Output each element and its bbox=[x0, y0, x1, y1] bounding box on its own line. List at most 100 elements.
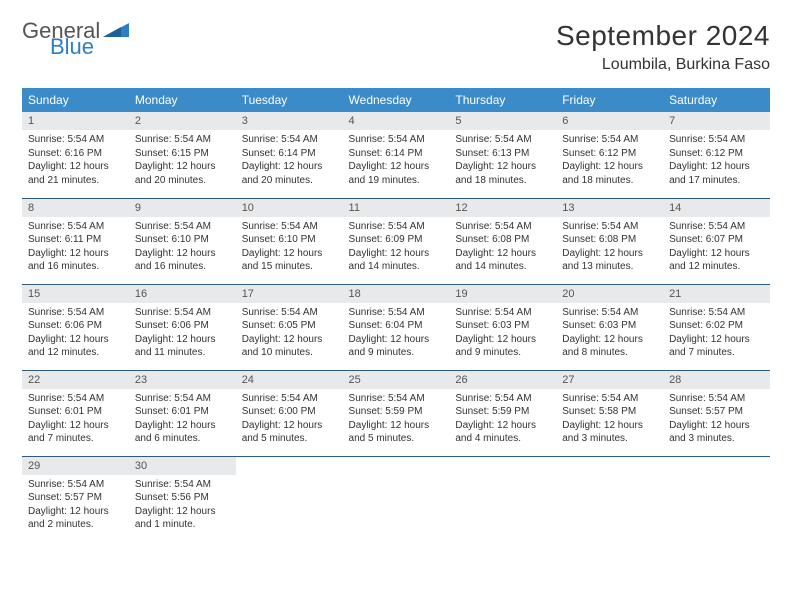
sunset-line: Sunset: 6:10 PM bbox=[135, 233, 230, 247]
sunset-line: Sunset: 5:57 PM bbox=[669, 405, 764, 419]
day-header: Sunday bbox=[22, 88, 129, 112]
day-details: Sunrise: 5:54 AMSunset: 6:08 PMDaylight:… bbox=[449, 217, 556, 280]
day-number: 29 bbox=[22, 457, 129, 475]
daylight-line1: Daylight: 12 hours bbox=[28, 333, 123, 347]
day-number: 26 bbox=[449, 371, 556, 389]
sunset-line: Sunset: 6:01 PM bbox=[28, 405, 123, 419]
day-number: 24 bbox=[236, 371, 343, 389]
day-number: 18 bbox=[343, 285, 450, 303]
sunset-line: Sunset: 6:10 PM bbox=[242, 233, 337, 247]
day-number: 23 bbox=[129, 371, 236, 389]
daylight-line1: Daylight: 12 hours bbox=[349, 419, 444, 433]
day-number: 2 bbox=[129, 112, 236, 130]
logo: General Blue bbox=[22, 20, 129, 58]
day-cell: .. bbox=[343, 456, 450, 542]
daylight-line2: and 9 minutes. bbox=[349, 346, 444, 360]
day-number: 1 bbox=[22, 112, 129, 130]
day-number: 6 bbox=[556, 112, 663, 130]
day-cell: 25Sunrise: 5:54 AMSunset: 5:59 PMDayligh… bbox=[343, 370, 450, 456]
day-cell: 2Sunrise: 5:54 AMSunset: 6:15 PMDaylight… bbox=[129, 112, 236, 198]
daylight-line1: Daylight: 12 hours bbox=[349, 247, 444, 261]
day-details: Sunrise: 5:54 AMSunset: 6:09 PMDaylight:… bbox=[343, 217, 450, 280]
day-cell: 23Sunrise: 5:54 AMSunset: 6:01 PMDayligh… bbox=[129, 370, 236, 456]
day-cell: 22Sunrise: 5:54 AMSunset: 6:01 PMDayligh… bbox=[22, 370, 129, 456]
day-header: Tuesday bbox=[236, 88, 343, 112]
day-number: 4 bbox=[343, 112, 450, 130]
day-details: Sunrise: 5:54 AMSunset: 5:57 PMDaylight:… bbox=[22, 475, 129, 538]
sunrise-line: Sunrise: 5:54 AM bbox=[28, 392, 123, 406]
day-header: Saturday bbox=[663, 88, 770, 112]
daylight-line2: and 10 minutes. bbox=[242, 346, 337, 360]
sunset-line: Sunset: 5:59 PM bbox=[349, 405, 444, 419]
sunrise-line: Sunrise: 5:54 AM bbox=[242, 392, 337, 406]
daylight-line2: and 6 minutes. bbox=[135, 432, 230, 446]
day-number: 9 bbox=[129, 199, 236, 217]
daylight-line1: Daylight: 12 hours bbox=[349, 333, 444, 347]
day-cell: 14Sunrise: 5:54 AMSunset: 6:07 PMDayligh… bbox=[663, 198, 770, 284]
day-cell: 29Sunrise: 5:54 AMSunset: 5:57 PMDayligh… bbox=[22, 456, 129, 542]
day-details: Sunrise: 5:54 AMSunset: 6:10 PMDaylight:… bbox=[129, 217, 236, 280]
day-details: Sunrise: 5:54 AMSunset: 6:00 PMDaylight:… bbox=[236, 389, 343, 452]
day-cell: 28Sunrise: 5:54 AMSunset: 5:57 PMDayligh… bbox=[663, 370, 770, 456]
sunset-line: Sunset: 5:58 PM bbox=[562, 405, 657, 419]
day-cell: 12Sunrise: 5:54 AMSunset: 6:08 PMDayligh… bbox=[449, 198, 556, 284]
day-number: 28 bbox=[663, 371, 770, 389]
day-number: 21 bbox=[663, 285, 770, 303]
day-details: Sunrise: 5:54 AMSunset: 6:16 PMDaylight:… bbox=[22, 130, 129, 193]
day-number: 8 bbox=[22, 199, 129, 217]
daylight-line1: Daylight: 12 hours bbox=[135, 505, 230, 519]
day-cell: 26Sunrise: 5:54 AMSunset: 5:59 PMDayligh… bbox=[449, 370, 556, 456]
daylight-line1: Daylight: 12 hours bbox=[28, 419, 123, 433]
daylight-line2: and 13 minutes. bbox=[562, 260, 657, 274]
day-details: Sunrise: 5:54 AMSunset: 5:56 PMDaylight:… bbox=[129, 475, 236, 538]
daylight-line2: and 2 minutes. bbox=[28, 518, 123, 532]
daylight-line2: and 1 minute. bbox=[135, 518, 230, 532]
day-details: Sunrise: 5:54 AMSunset: 6:06 PMDaylight:… bbox=[22, 303, 129, 366]
day-details: Sunrise: 5:54 AMSunset: 6:12 PMDaylight:… bbox=[556, 130, 663, 193]
daylight-line2: and 7 minutes. bbox=[28, 432, 123, 446]
sunrise-line: Sunrise: 5:54 AM bbox=[135, 478, 230, 492]
day-header: Monday bbox=[129, 88, 236, 112]
day-cell: 5Sunrise: 5:54 AMSunset: 6:13 PMDaylight… bbox=[449, 112, 556, 198]
sunrise-line: Sunrise: 5:54 AM bbox=[669, 220, 764, 234]
day-cell: 19Sunrise: 5:54 AMSunset: 6:03 PMDayligh… bbox=[449, 284, 556, 370]
daylight-line2: and 12 minutes. bbox=[28, 346, 123, 360]
sunset-line: Sunset: 6:03 PM bbox=[562, 319, 657, 333]
day-header-row: Sunday Monday Tuesday Wednesday Thursday… bbox=[22, 88, 770, 112]
day-details: Sunrise: 5:54 AMSunset: 6:13 PMDaylight:… bbox=[449, 130, 556, 193]
day-cell: 11Sunrise: 5:54 AMSunset: 6:09 PMDayligh… bbox=[343, 198, 450, 284]
sunset-line: Sunset: 6:06 PM bbox=[28, 319, 123, 333]
sunset-line: Sunset: 6:05 PM bbox=[242, 319, 337, 333]
day-details: Sunrise: 5:54 AMSunset: 6:03 PMDaylight:… bbox=[449, 303, 556, 366]
day-number: 14 bbox=[663, 199, 770, 217]
day-cell: 1Sunrise: 5:54 AMSunset: 6:16 PMDaylight… bbox=[22, 112, 129, 198]
daylight-line2: and 20 minutes. bbox=[135, 174, 230, 188]
day-number: 16 bbox=[129, 285, 236, 303]
sunset-line: Sunset: 6:06 PM bbox=[135, 319, 230, 333]
sunrise-line: Sunrise: 5:54 AM bbox=[455, 133, 550, 147]
sunrise-line: Sunrise: 5:54 AM bbox=[242, 220, 337, 234]
sunrise-line: Sunrise: 5:54 AM bbox=[349, 306, 444, 320]
sunrise-line: Sunrise: 5:54 AM bbox=[28, 478, 123, 492]
daylight-line1: Daylight: 12 hours bbox=[669, 160, 764, 174]
daylight-line1: Daylight: 12 hours bbox=[135, 160, 230, 174]
day-number: 17 bbox=[236, 285, 343, 303]
day-number: 12 bbox=[449, 199, 556, 217]
day-details: Sunrise: 5:54 AMSunset: 6:14 PMDaylight:… bbox=[343, 130, 450, 193]
day-details: Sunrise: 5:54 AMSunset: 6:05 PMDaylight:… bbox=[236, 303, 343, 366]
sunrise-line: Sunrise: 5:54 AM bbox=[135, 392, 230, 406]
day-number: 10 bbox=[236, 199, 343, 217]
week-row: 8Sunrise: 5:54 AMSunset: 6:11 PMDaylight… bbox=[22, 198, 770, 284]
daylight-line1: Daylight: 12 hours bbox=[135, 247, 230, 261]
sunset-line: Sunset: 6:12 PM bbox=[562, 147, 657, 161]
day-details: Sunrise: 5:54 AMSunset: 6:10 PMDaylight:… bbox=[236, 217, 343, 280]
daylight-line2: and 5 minutes. bbox=[349, 432, 444, 446]
day-cell: 9Sunrise: 5:54 AMSunset: 6:10 PMDaylight… bbox=[129, 198, 236, 284]
daylight-line1: Daylight: 12 hours bbox=[28, 160, 123, 174]
day-details: Sunrise: 5:54 AMSunset: 6:15 PMDaylight:… bbox=[129, 130, 236, 193]
day-cell: 17Sunrise: 5:54 AMSunset: 6:05 PMDayligh… bbox=[236, 284, 343, 370]
day-number: 11 bbox=[343, 199, 450, 217]
day-details: Sunrise: 5:54 AMSunset: 6:04 PMDaylight:… bbox=[343, 303, 450, 366]
daylight-line2: and 17 minutes. bbox=[669, 174, 764, 188]
daylight-line1: Daylight: 12 hours bbox=[455, 247, 550, 261]
